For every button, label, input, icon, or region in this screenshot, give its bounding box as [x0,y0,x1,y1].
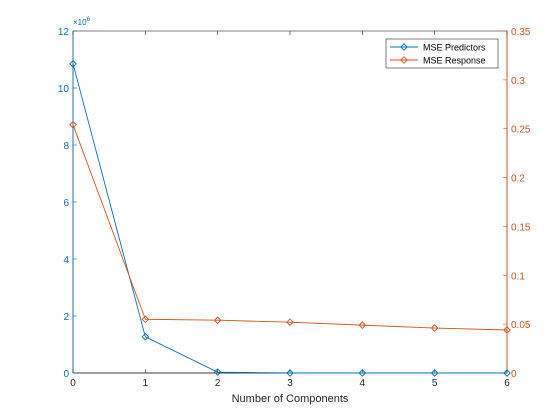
series-mse-predictors [69,59,511,377]
x-tick-label: 6 [504,378,510,389]
right-y-tick-label: 0.15 [511,222,531,233]
right-y-tick-label: 0.35 [511,27,531,38]
data-point-marker [141,315,150,324]
data-point-marker [503,369,511,377]
data-point-marker [213,316,222,325]
data-point-marker [213,368,222,376]
legend-entries: MSE Predictors MSE Response [390,43,486,66]
x-tick-label: 3 [287,378,293,389]
left-y-tick-label: 8 [63,141,69,152]
data-point-marker [430,369,439,377]
data-point-marker [430,324,439,332]
plot-frame [72,30,508,374]
x-axis-label: Number of Components [232,393,349,405]
right-y-tick-label: 0.05 [511,320,531,331]
series-line [72,63,507,374]
series-layer [69,59,511,377]
legend-entry: MSE Predictors [390,43,486,53]
data-point-marker [358,321,367,329]
legend-marker-sample [400,56,408,64]
data-point-marker [503,326,511,334]
exponent-power: 6 [87,17,91,23]
left-y-axis-ticks: 0 2 4 6 8 10 12 [58,27,77,380]
series-line [72,124,508,331]
x-tick-label: 2 [215,378,221,389]
data-point-marker [286,318,294,327]
series-mse-response [69,120,511,334]
legend: MSE Predictors MSE Response [385,38,499,69]
left-y-tick-label: 2 [63,312,69,323]
right-y-tick-label: 0.1 [511,271,525,282]
legend-entry: MSE Response [390,56,486,66]
x-axis-ticks: 0 1 2 3 4 5 6 [70,31,510,389]
data-point-marker [69,120,77,129]
legend-marker-sample [400,43,408,51]
left-y-tick-label: 6 [63,198,69,209]
exponent-base: ×10 [73,18,87,27]
left-y-tick-label: 10 [58,84,70,95]
x-tick-label: 0 [70,378,76,389]
legend-label: MSE Predictors [423,43,486,53]
x-tick-label: 4 [360,378,366,389]
plot-area [72,30,508,374]
left-axis-exponent: ×106 [73,17,91,27]
data-point-marker [286,369,294,377]
right-y-tick-label: 0.25 [511,125,531,136]
x-tick-label: 5 [432,378,438,389]
right-y-tick-label: 0.2 [511,174,525,185]
left-y-tick-label: 4 [63,255,69,266]
data-point-marker [69,59,77,68]
left-y-tick-label: 12 [58,27,70,38]
legend-label: MSE Response [423,56,486,66]
left-y-tick-label: 0 [63,369,69,380]
right-y-tick-label: 0 [511,369,517,380]
right-y-tick-label: 0.3 [511,76,525,87]
x-tick-label: 1 [143,378,149,389]
data-point-marker [141,332,150,341]
data-point-marker [358,369,367,377]
